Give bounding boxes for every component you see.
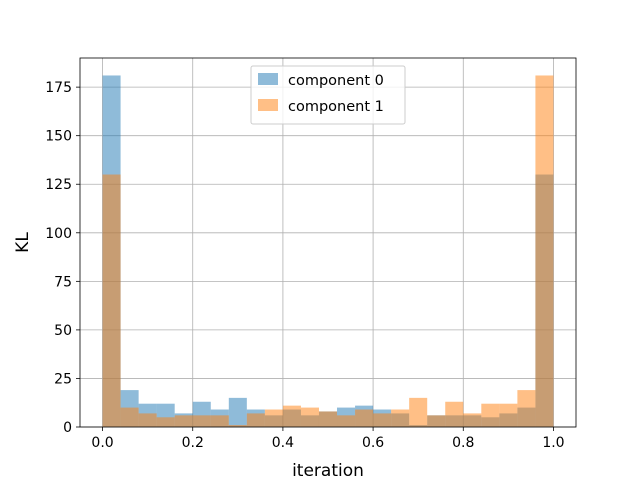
bar-series-1-bin-16: [391, 409, 410, 427]
bar-series-1-bin-24: [535, 75, 554, 428]
bar-series-1-bin-7: [228, 425, 247, 427]
legend: component 0 component 1: [250, 65, 406, 125]
y-tick-label-3: 75: [54, 274, 72, 290]
y-tick-label-6: 150: [45, 129, 72, 145]
bars: [102, 75, 554, 428]
bar-series-1-bin-21: [481, 403, 500, 427]
x-tick-label-3: 0.6: [362, 435, 384, 451]
x-axis-label: iteration: [292, 461, 364, 480]
bar-series-1-bin-13: [337, 415, 356, 427]
y-axis-label: KL: [13, 232, 33, 253]
bar-series-1-bin-9: [264, 409, 283, 427]
bar-series-1-bin-8: [246, 413, 265, 427]
bar-series-1-bin-6: [210, 415, 229, 427]
y-tick-label-2: 50: [54, 323, 72, 339]
legend-box: [250, 65, 406, 125]
x-tick-label-4: 0.8: [452, 435, 474, 451]
bar-series-1-bin-15: [373, 413, 392, 427]
x-tick-label-2: 0.4: [272, 435, 294, 451]
legend-swatch-component-0: [258, 73, 278, 85]
bar-series-1-bin-3: [156, 417, 175, 427]
legend-label-component-0: component 0: [288, 73, 384, 89]
y-tick-label-7: 175: [45, 80, 72, 96]
legend-swatch-component-1: [258, 99, 278, 111]
bar-series-1-bin-23: [517, 390, 536, 427]
bar-series-1-bin-1: [120, 407, 139, 427]
x-tick-label-1: 0.2: [182, 435, 204, 451]
y-tick-label-1: 25: [54, 371, 72, 387]
bar-series-1-bin-12: [318, 411, 338, 427]
axis-ticks: 0.0 0.2 0.4 0.6 0.8 1.0 0 25 50 75 100 125 150 175: [45, 80, 564, 451]
bar-series-1-bin-2: [138, 413, 157, 427]
bar-series-1-bin-20: [463, 413, 482, 427]
x-tick-label-5: 1.0: [542, 435, 564, 451]
bar-series-1-bin-22: [499, 403, 518, 427]
y-tick-label-0: 0: [63, 420, 72, 436]
bar-series-0-bin-7: [228, 397, 247, 427]
bar-series-1-bin-10: [282, 405, 301, 427]
y-tick-label-4: 100: [45, 226, 72, 242]
bar-series-1-bin-14: [355, 409, 374, 427]
bar-series-1-bin-18: [427, 415, 446, 427]
bar-series-1-bin-5: [192, 415, 211, 427]
bar-series-1-bin-4: [174, 415, 193, 427]
x-tick-label-0: 0.0: [91, 435, 113, 451]
bar-series-1-bin-11: [300, 407, 319, 427]
bar-series-1-bin-17: [409, 397, 428, 427]
legend-label-component-1: component 1: [288, 99, 384, 115]
plot-frame: [79, 57, 577, 428]
y-tick-label-5: 125: [45, 177, 72, 193]
bar-series-1-bin-0: [102, 174, 121, 427]
bar-series-1-bin-19: [445, 401, 464, 427]
